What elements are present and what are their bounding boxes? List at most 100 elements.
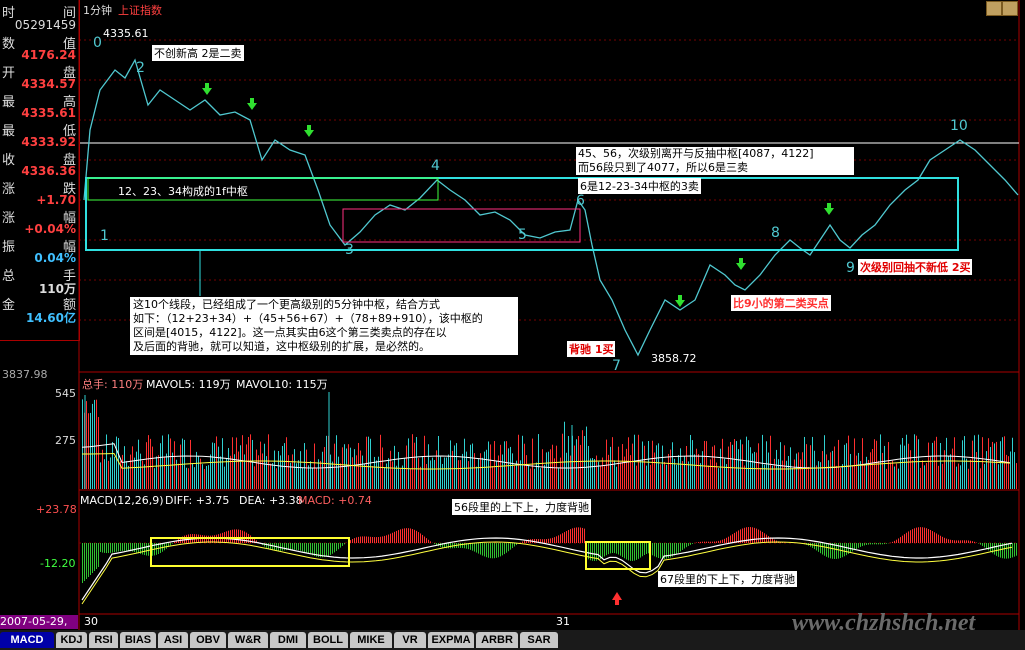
kline-chart[interactable]: [0, 0, 1025, 630]
annotation-zs-1f: 12、23、34构成的1f中枢: [118, 185, 248, 198]
tab-wr[interactable]: W&R: [228, 632, 268, 648]
macd-bar: [736, 531, 737, 543]
macd-bar: [898, 538, 899, 543]
volume-bar: [704, 440, 705, 489]
macd-bar: [824, 543, 825, 556]
tab-macd[interactable]: MACD: [0, 632, 54, 648]
volume-bar: [940, 443, 941, 489]
volume-bar: [402, 465, 403, 489]
volume-bar: [538, 434, 539, 489]
volume-bar: [522, 435, 523, 489]
macd-bar: [136, 543, 137, 553]
volume-bar: [756, 452, 757, 489]
macd-bar: [324, 543, 325, 558]
macd-bar: [758, 529, 759, 543]
volume-bar: [330, 454, 331, 489]
macd-bar: [98, 543, 99, 567]
volume-bar: [258, 455, 259, 489]
volume-bar: [796, 453, 797, 489]
volume-bar: [322, 451, 323, 489]
macd-bar: [176, 540, 177, 543]
volume-bar: [736, 441, 737, 489]
macd-bar: [460, 543, 461, 548]
macd-bar: [606, 543, 607, 556]
tab-obv[interactable]: OBV: [190, 632, 226, 648]
macd-bar: [858, 543, 859, 548]
mavol10-line: [82, 452, 1011, 470]
volume-bar: [150, 438, 151, 489]
macd-bar: [996, 543, 997, 556]
volume-bar: [560, 457, 561, 489]
sidebar-row-label-2: 值: [62, 37, 76, 52]
macd-bar: [620, 543, 621, 556]
macd-bar: [836, 543, 837, 559]
sidebar-row-value: 14.60亿: [26, 311, 76, 325]
macd-bar: [666, 543, 667, 559]
macd-bar: [850, 543, 851, 553]
macd-bar: [682, 543, 683, 550]
macd-bar: [480, 543, 481, 555]
macd-bar: [368, 536, 369, 543]
volume-bar: [972, 440, 973, 489]
macd-bar: [392, 532, 393, 543]
tab-expma[interactable]: EXPMA: [428, 632, 474, 648]
period-label[interactable]: 1分钟: [83, 4, 112, 17]
volume-bar: [574, 445, 575, 489]
macd-bar: [972, 541, 973, 543]
volume-bar: [858, 452, 859, 489]
volume-bar: [494, 441, 495, 489]
macd-bar: [610, 543, 611, 554]
annotation-45-line2: 而56段只到了4077，所以6是三卖: [578, 161, 748, 174]
big-note-line2: 如下：（12+23+34）+（45+56+67）+（78+89+910），该中枢…: [133, 312, 483, 325]
x-tick-31: 31: [556, 615, 570, 628]
tab-boll[interactable]: BOLL: [308, 632, 348, 648]
macd-bar: [418, 532, 419, 543]
volume-bar: [172, 452, 173, 489]
tab-dmi[interactable]: DMI: [270, 632, 306, 648]
window-close-icon[interactable]: [1002, 1, 1018, 16]
macd-bar: [390, 533, 391, 543]
tab-arbr[interactable]: ARBR: [476, 632, 518, 648]
volume-bar: [544, 464, 545, 489]
volume-bar: [196, 451, 197, 489]
macd-bar: [166, 543, 167, 549]
macd-bar: [376, 537, 377, 543]
macd-bar: [678, 543, 679, 553]
volume-bar: [190, 439, 191, 489]
volume-bar: [388, 458, 389, 489]
volume-bar: [836, 465, 837, 489]
macd-bar: [638, 543, 639, 559]
macd-bar: [524, 540, 525, 543]
tab-vr[interactable]: VR: [394, 632, 426, 648]
tab-rsi[interactable]: RSI: [89, 632, 118, 648]
macd-bar: [772, 538, 773, 543]
window-restore-icon[interactable]: [986, 1, 1002, 16]
volume-bar: [122, 454, 123, 489]
macd-bar: [744, 527, 745, 543]
macd-bar: [300, 543, 301, 551]
macd-bar: [912, 529, 913, 543]
volume-bar: [418, 458, 419, 489]
volume-bar: [334, 443, 335, 489]
volume-bar: [554, 458, 555, 489]
volume-bar: [484, 451, 485, 489]
macd-bar: [364, 536, 365, 543]
macd-bar: [1014, 543, 1015, 557]
macd-bar: [698, 542, 699, 543]
macd-bar: [134, 543, 135, 553]
volume-bar: [186, 467, 187, 489]
macd-bar: [656, 543, 657, 558]
mavol10-label: MAVOL10: 115万: [236, 378, 328, 391]
macd-bar: [214, 535, 215, 543]
macd-bar: [564, 532, 565, 543]
macd-bar: [148, 543, 149, 556]
macd-bar: [498, 543, 499, 558]
tab-bias[interactable]: BIAS: [120, 632, 156, 648]
macd-bar: [122, 543, 123, 551]
tab-mike[interactable]: MIKE: [350, 632, 392, 648]
tab-sar[interactable]: SAR: [520, 632, 558, 648]
macd-bar: [584, 528, 585, 543]
tab-asi[interactable]: ASI: [158, 632, 188, 648]
tab-kdj[interactable]: KDJ: [56, 632, 87, 648]
macd-bar: [988, 543, 989, 551]
